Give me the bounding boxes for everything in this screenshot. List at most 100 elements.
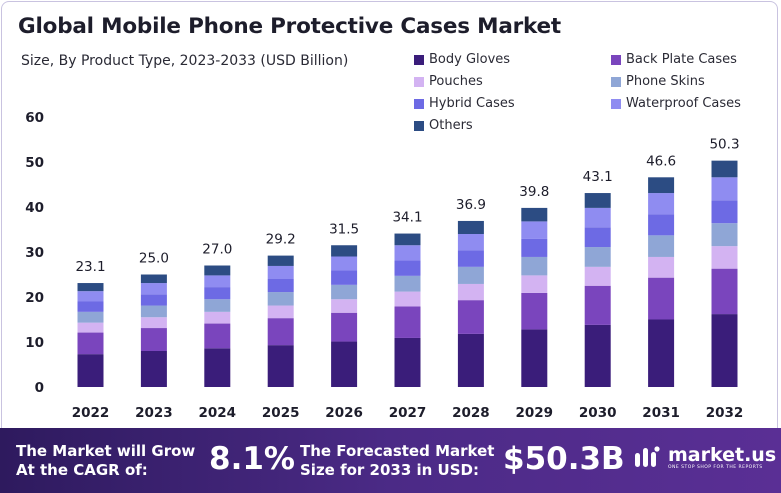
- bar-segment-others: [77, 283, 104, 292]
- legend-label-pouches: Pouches: [429, 74, 483, 89]
- bar-segment-others: [521, 207, 548, 222]
- bar-segment-phone-skins: [77, 311, 104, 323]
- bar-segment-back-plate-cases: [521, 292, 548, 330]
- y-tick-label: 40: [25, 200, 44, 216]
- legend-label-hybrid-cases: Hybrid Cases: [429, 96, 515, 111]
- bar-segment-body-gloves: [711, 314, 738, 387]
- bar-segment-pouches: [457, 283, 484, 301]
- bar-segment-body-gloves: [331, 341, 358, 387]
- bar-total-label: 36.9: [456, 197, 486, 213]
- bar-segment-back-plate-cases: [204, 323, 231, 349]
- forecast-value: $50.3B: [503, 441, 625, 477]
- bar-segment-pouches: [711, 246, 738, 269]
- bar-segment-others: [394, 233, 421, 246]
- bar-segment-body-gloves: [204, 348, 231, 387]
- forecast-caption: The Forecasted Market Size for 2033 in U…: [300, 442, 494, 480]
- brand-logo: market.us ONE STOP SHOP FOR THE REPORTS: [632, 443, 776, 473]
- bar-segment-waterproof-cases: [394, 245, 421, 261]
- stacked-bar-chart: 010203040506023.1202225.0202327.0202429.…: [25, 110, 744, 421]
- bar-segment-hybrid-cases: [204, 287, 231, 300]
- x-tick-label: 2032: [706, 405, 744, 421]
- legend-item-phone-skins: Phone Skins: [611, 74, 705, 89]
- bar-segment-back-plate-cases: [648, 277, 675, 320]
- bar-segment-hybrid-cases: [140, 294, 167, 306]
- bar-segment-back-plate-cases: [711, 268, 738, 315]
- bar-segment-back-plate-cases: [77, 332, 104, 355]
- bar-total-label: 46.6: [646, 153, 676, 169]
- bar-segment-phone-skins: [457, 266, 484, 284]
- y-tick-label: 30: [25, 245, 44, 261]
- bar-segment-phone-skins: [648, 235, 675, 257]
- x-tick-label: 2025: [262, 405, 300, 421]
- x-tick-label: 2022: [72, 405, 110, 421]
- x-tick-label: 2027: [389, 405, 427, 421]
- market-us-logo-icon: [635, 446, 660, 467]
- bar-total-label: 23.1: [75, 259, 105, 275]
- legend-label-others: Others: [429, 118, 473, 133]
- cagr-caption-line2: At the CAGR of:: [16, 461, 148, 479]
- bar-segment-body-gloves: [584, 324, 611, 387]
- legend-swatch-others: [414, 120, 424, 131]
- bar-total-label: 43.1: [583, 169, 613, 185]
- y-tick-label: 60: [25, 110, 44, 126]
- bar-segment-phone-skins: [204, 299, 231, 312]
- bar-segment-waterproof-cases: [457, 234, 484, 251]
- bar-segment-waterproof-cases: [77, 291, 104, 302]
- bar-segment-hybrid-cases: [584, 227, 611, 248]
- bar-segment-pouches: [648, 256, 675, 278]
- bar-segment-waterproof-cases: [140, 283, 167, 295]
- bar-segment-pouches: [331, 299, 358, 313]
- bar-segment-phone-skins: [331, 284, 358, 300]
- legend-swatch-pouches: [414, 76, 424, 87]
- bar-segment-back-plate-cases: [584, 285, 611, 325]
- x-tick-label: 2028: [452, 405, 490, 421]
- bar-segment-hybrid-cases: [331, 270, 358, 285]
- bar-segment-hybrid-cases: [394, 260, 421, 276]
- x-tick-label: 2024: [199, 405, 237, 421]
- bar-segment-phone-skins: [711, 223, 738, 247]
- bar-total-label: 50.3: [709, 137, 739, 153]
- cagr-value: 8.1%: [209, 441, 295, 477]
- bar-segment-hybrid-cases: [267, 279, 294, 293]
- legend-item-hybrid-cases: Hybrid Cases: [414, 96, 515, 111]
- bar-segment-back-plate-cases: [331, 312, 358, 342]
- bar-segment-body-gloves: [521, 329, 548, 387]
- bar-segment-hybrid-cases: [521, 238, 548, 257]
- bar-segment-others: [648, 177, 675, 194]
- bar-segment-others: [204, 265, 231, 276]
- bar-segment-others: [140, 274, 167, 284]
- x-tick-label: 2023: [135, 405, 173, 421]
- bar-segment-body-gloves: [140, 351, 167, 387]
- bar-total-label: 29.2: [266, 232, 296, 248]
- bar-segment-waterproof-cases: [584, 207, 611, 228]
- bar-segment-waterproof-cases: [711, 177, 738, 201]
- cagr-caption: The Market will Grow At the CAGR of:: [16, 442, 195, 480]
- bar-segment-body-gloves: [648, 319, 675, 387]
- x-tick-label: 2029: [516, 405, 554, 421]
- chart-subtitle: Size, By Product Type, 2023-2033 (USD Bi…: [21, 53, 349, 69]
- bar-segment-back-plate-cases: [394, 306, 421, 338]
- bar-segment-waterproof-cases: [648, 193, 675, 215]
- bar-segment-others: [584, 193, 611, 208]
- bar-segment-pouches: [140, 317, 167, 329]
- legend-swatch-waterproof-cases: [611, 98, 621, 109]
- bar-segment-others: [267, 255, 294, 266]
- legend-item-waterproof-cases: Waterproof Cases: [611, 96, 741, 111]
- legend-label-body-gloves: Body Gloves: [429, 52, 511, 67]
- forecast-caption-line1: The Forecasted Market: [300, 442, 495, 460]
- bar-total-label: 25.0: [139, 251, 169, 267]
- bar-segment-phone-skins: [584, 247, 611, 267]
- legend-item-others: Others: [414, 118, 473, 133]
- bar-segment-waterproof-cases: [267, 265, 294, 279]
- x-tick-label: 2030: [579, 405, 617, 421]
- brand-name: market.us: [668, 444, 777, 466]
- y-tick-label: 10: [25, 335, 44, 351]
- y-tick-label: 0: [35, 380, 44, 396]
- x-tick-label: 2026: [325, 405, 363, 421]
- bar-segment-pouches: [267, 305, 294, 319]
- banner: The Market will Grow At the CAGR of: 8.1…: [0, 428, 781, 493]
- bar-segment-pouches: [521, 275, 548, 293]
- brand-tagline: ONE STOP SHOP FOR THE REPORTS: [668, 465, 763, 470]
- cagr-caption-line1: The Market will Grow: [16, 442, 196, 460]
